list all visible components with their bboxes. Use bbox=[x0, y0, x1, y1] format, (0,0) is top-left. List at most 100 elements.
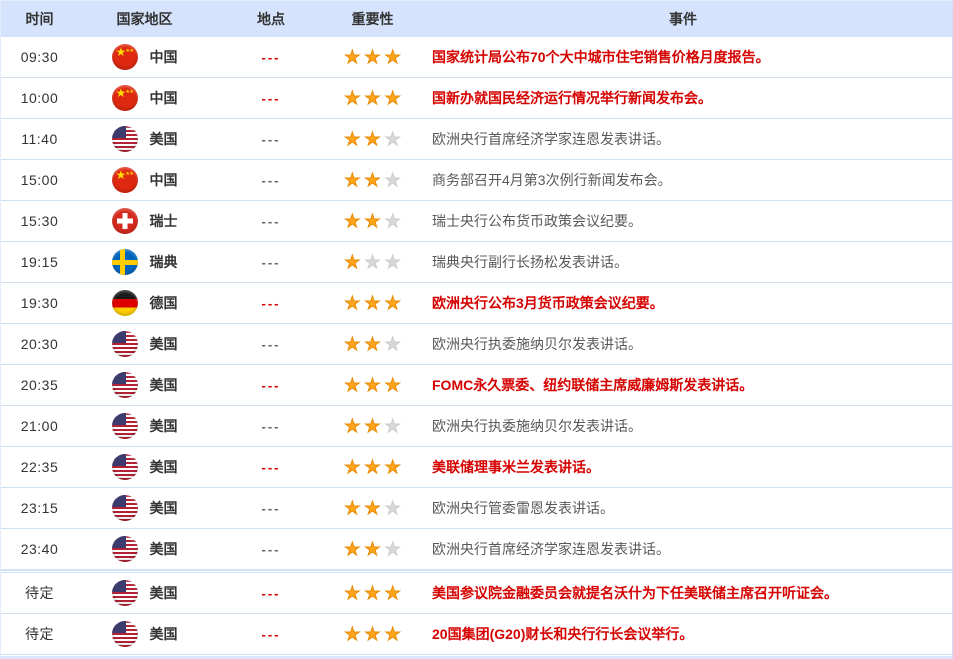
column-header-event: 事件 bbox=[669, 11, 697, 28]
country-cell: 瑞典 bbox=[78, 242, 211, 282]
column-header-location: 地点 bbox=[257, 11, 285, 28]
country-name: 美国 bbox=[149, 131, 178, 148]
star-filled-icon: ★ bbox=[364, 498, 381, 519]
location-cell: --- bbox=[261, 585, 281, 601]
country-cell: 美国 bbox=[78, 119, 211, 159]
event-title: 国新办就国民经济运行情况举行新闻发布会。 bbox=[432, 90, 712, 107]
usa-flag-icon bbox=[111, 495, 138, 522]
country-cell: 美国 bbox=[78, 365, 211, 405]
location-cell: --- bbox=[261, 295, 281, 311]
star-filled-icon: ★ bbox=[364, 539, 381, 560]
column-header-importance: 重要性 bbox=[351, 11, 394, 28]
usa-flag-icon bbox=[111, 331, 138, 358]
event-title: 欧洲央行首席经济学家连恩发表讲话。 bbox=[432, 131, 670, 148]
star-filled-icon: ★ bbox=[364, 416, 381, 437]
usa-flag-icon bbox=[111, 372, 138, 399]
star-filled-icon: ★ bbox=[364, 88, 381, 109]
location-cell: --- bbox=[261, 541, 281, 557]
importance-stars: ★ ★ ★ bbox=[331, 119, 414, 159]
table-row: 待定 美国 --- ★ ★ ★ 美国参议院金融委员会就提名沃什为下任美联储主席召开听… bbox=[1, 570, 952, 615]
star-filled-icon: ★ bbox=[344, 211, 361, 232]
germany-flag-icon bbox=[111, 290, 138, 317]
importance-stars: ★ ★ ★ bbox=[331, 37, 414, 77]
country-name: 美国 bbox=[149, 377, 178, 394]
column-header-country: 国家地区 bbox=[116, 11, 173, 28]
country-cell: 中国 bbox=[78, 160, 211, 200]
event-title: 瑞典央行副行长扬松发表讲话。 bbox=[432, 254, 628, 271]
event-time: 15:30 bbox=[20, 213, 59, 230]
importance-stars: ★ ★ ★ bbox=[331, 78, 414, 118]
star-filled-icon: ★ bbox=[384, 583, 401, 604]
sweden-flag-icon bbox=[111, 249, 138, 276]
star-filled-icon: ★ bbox=[364, 211, 381, 232]
switzerland-flag-icon bbox=[111, 208, 138, 235]
country-cell: 美国 bbox=[78, 447, 211, 487]
country-name: 中国 bbox=[149, 49, 178, 66]
star-filled-icon: ★ bbox=[364, 47, 381, 68]
importance-stars: ★ ★ ★ bbox=[331, 242, 414, 282]
star-filled-icon: ★ bbox=[344, 624, 361, 645]
star-filled-icon: ★ bbox=[344, 498, 361, 519]
usa-flag-icon bbox=[111, 413, 138, 440]
event-title: 欧洲央行公布3月货币政策会议纪要。 bbox=[432, 295, 664, 312]
event-time: 10:00 bbox=[20, 90, 59, 107]
event-title: 瑞士央行公布货币政策会议纪要。 bbox=[432, 213, 642, 230]
table-row: 19:15 瑞典 --- ★ ★ ★ 瑞典央行副行长扬松发表讲话。 bbox=[1, 242, 952, 284]
event-title: 商务部召开4月第3次例行新闻发布会。 bbox=[432, 172, 672, 189]
star-filled-icon: ★ bbox=[344, 457, 361, 478]
importance-stars: ★ ★ ★ bbox=[331, 447, 414, 487]
table-row: 22:35 美国 --- ★ ★ ★ 美联储理事米兰发表讲话。 bbox=[1, 447, 952, 489]
country-name: 中国 bbox=[149, 90, 178, 107]
location-cell: --- bbox=[261, 172, 281, 188]
star-filled-icon: ★ bbox=[344, 252, 361, 273]
country-name: 美国 bbox=[149, 336, 178, 353]
event-time: 21:00 bbox=[20, 418, 59, 435]
event-time: 20:35 bbox=[20, 377, 59, 394]
location-cell: --- bbox=[261, 49, 281, 65]
location-cell: --- bbox=[261, 459, 281, 475]
importance-stars: ★ ★ ★ bbox=[331, 573, 414, 613]
event-time: 22:35 bbox=[20, 459, 59, 476]
event-time: 20:30 bbox=[20, 336, 59, 353]
usa-flag-icon bbox=[111, 621, 138, 648]
table-row: 20:30 美国 --- ★ ★ ★ 欧洲央行执委施纳贝尔发表讲话。 bbox=[1, 324, 952, 366]
star-filled-icon: ★ bbox=[364, 129, 381, 150]
star-filled-icon: ★ bbox=[344, 583, 361, 604]
star-filled-icon: ★ bbox=[384, 624, 401, 645]
column-header-time: 时间 bbox=[25, 11, 54, 28]
country-name: 瑞典 bbox=[149, 254, 178, 271]
event-title: 欧洲央行执委施纳贝尔发表讲话。 bbox=[432, 418, 642, 435]
location-cell: --- bbox=[261, 500, 281, 516]
location-cell: --- bbox=[261, 418, 281, 434]
star-empty-icon: ★ bbox=[364, 252, 381, 273]
event-time: 19:30 bbox=[20, 295, 59, 312]
table-row: 20:35 美国 --- ★ ★ ★ FOMC永久票委、纽约联储主席威廉姆斯发表讲话… bbox=[1, 365, 952, 407]
location-cell: --- bbox=[261, 90, 281, 106]
usa-flag-icon bbox=[111, 580, 138, 607]
star-filled-icon: ★ bbox=[344, 88, 361, 109]
usa-flag-icon bbox=[111, 536, 138, 563]
location-cell: --- bbox=[261, 336, 281, 352]
star-filled-icon: ★ bbox=[384, 375, 401, 396]
event-title: 欧洲央行首席经济学家连恩发表讲话。 bbox=[432, 541, 670, 558]
china-flag-icon bbox=[111, 167, 138, 194]
event-title: 欧洲央行执委施纳贝尔发表讲话。 bbox=[432, 336, 642, 353]
table-row: 10:00 中国 --- ★★★ 国新办就国民经济运行情况举行新闻发布会。 bbox=[1, 78, 952, 120]
country-name: 美国 bbox=[149, 459, 178, 476]
location-cell: --- bbox=[261, 131, 281, 147]
country-name: 中国 bbox=[149, 172, 178, 189]
country-name: 美国 bbox=[149, 541, 178, 558]
star-filled-icon: ★ bbox=[364, 583, 381, 604]
star-empty-icon: ★ bbox=[384, 252, 401, 273]
importance-stars: ★ ★ ★ bbox=[331, 614, 414, 654]
importance-stars: ★ ★ ★ bbox=[331, 324, 414, 364]
event-title: 美联储理事米兰发表讲话。 bbox=[432, 459, 600, 476]
event-time: 11:40 bbox=[21, 131, 58, 148]
location-cell: --- bbox=[261, 626, 281, 642]
star-filled-icon: ★ bbox=[344, 375, 361, 396]
star-empty-icon: ★ bbox=[384, 498, 401, 519]
star-filled-icon: ★ bbox=[344, 293, 361, 314]
event-time: 23:15 bbox=[20, 500, 59, 517]
star-empty-icon: ★ bbox=[384, 129, 401, 150]
